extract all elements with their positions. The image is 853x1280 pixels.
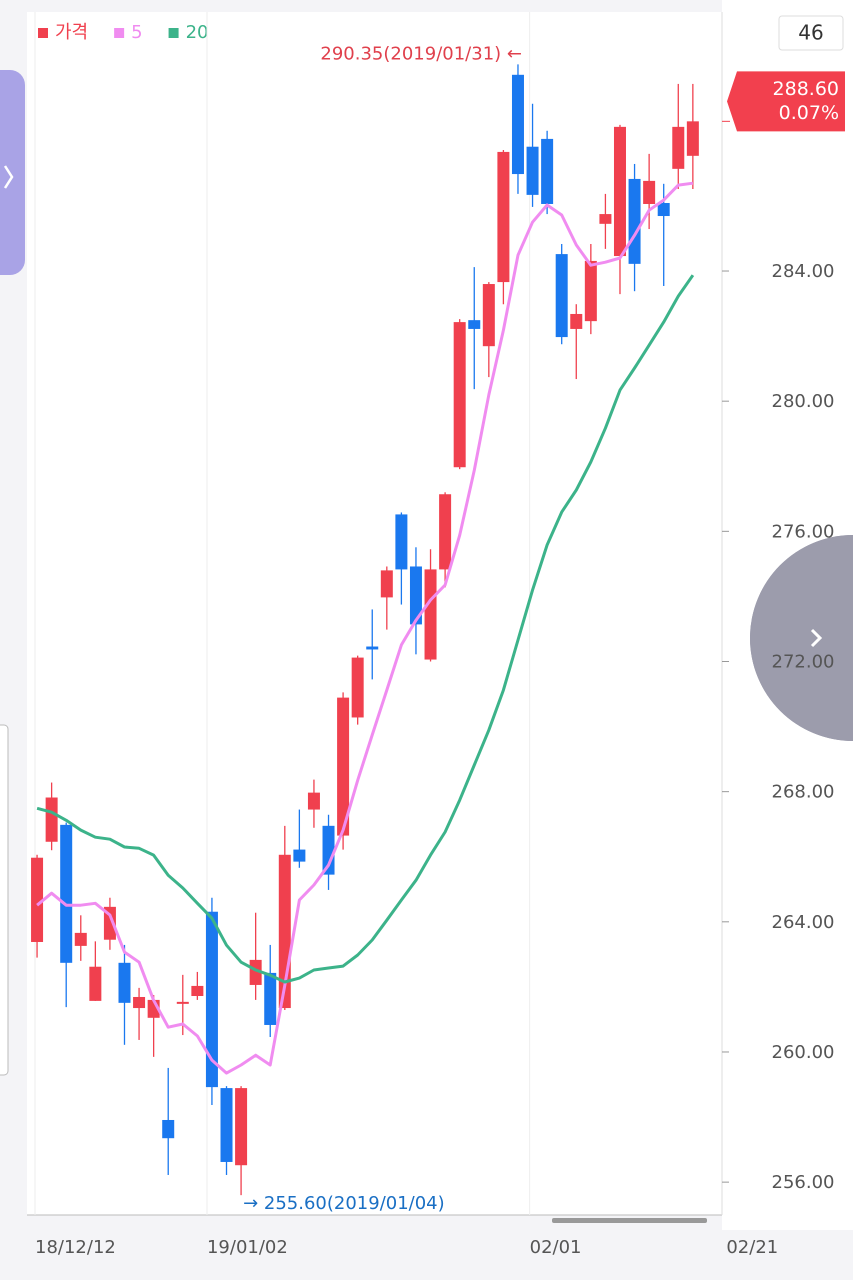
candle-body — [672, 126, 685, 169]
candle-body — [293, 849, 306, 862]
price-label: 288.60 — [773, 78, 839, 100]
candle-body — [409, 566, 422, 625]
legend-label: 가격 — [55, 22, 88, 43]
price-tag — [727, 71, 845, 132]
candle-body — [176, 1001, 189, 1004]
candle-body — [337, 697, 350, 836]
candle-body — [424, 569, 437, 660]
candle-body — [380, 570, 393, 598]
candle-body — [235, 1088, 248, 1166]
y-tick-label: 276.00 — [772, 521, 835, 542]
candle-body — [643, 180, 656, 204]
legend-label: 5 — [131, 22, 142, 43]
candle-body — [133, 996, 146, 1009]
candle-body — [613, 126, 626, 257]
candle-body — [511, 74, 524, 175]
y-tick-label: 280.00 — [772, 391, 835, 412]
candle-body — [526, 146, 539, 195]
ma-line — [36, 181, 694, 1075]
candle-count: 46 — [798, 21, 823, 45]
y-tick-label: 284.00 — [772, 261, 835, 282]
candle-body — [249, 959, 262, 985]
high-annotation: 290.35(2019/01/31) ← — [320, 43, 522, 64]
legend-swatch — [168, 28, 179, 38]
candle-body — [584, 260, 597, 322]
y-tick-label: 260.00 — [772, 1042, 835, 1063]
change-label: 0.07% — [779, 102, 839, 124]
count-box[interactable] — [778, 15, 844, 51]
y-tick-label: 264.00 — [772, 912, 835, 933]
candle-body — [482, 284, 495, 347]
x-tick-label: 18/12/12 — [35, 1237, 116, 1258]
candle-body — [264, 972, 277, 1025]
legend-swatch — [38, 28, 48, 38]
candle-body — [468, 320, 481, 329]
scrollbar[interactable] — [552, 1218, 707, 1223]
candle-body — [74, 932, 87, 946]
candle-body — [439, 494, 452, 570]
ma-line — [36, 274, 695, 984]
x-tick-label: 02/01 — [530, 1237, 582, 1258]
legend-label: 20 — [186, 22, 209, 43]
y-tick-label: 256.00 — [772, 1172, 835, 1193]
right-nav-circle[interactable] — [750, 535, 853, 741]
candle-body — [599, 214, 612, 224]
candle-body — [686, 121, 699, 156]
candle-body — [570, 313, 583, 329]
candle-body — [205, 911, 218, 1088]
candle-body — [366, 646, 379, 650]
y-tick-label: 272.00 — [772, 651, 835, 672]
candle-body — [162, 1119, 175, 1139]
candle-body — [497, 151, 510, 283]
candle-body — [453, 322, 466, 468]
candle-body — [103, 906, 116, 940]
candle-body — [60, 824, 73, 963]
candle-body — [31, 857, 44, 942]
candle-body — [555, 254, 568, 338]
candle-body — [628, 178, 641, 264]
y-tick-label: 268.00 — [772, 782, 835, 803]
candle-body — [45, 797, 58, 842]
candle-body — [220, 1088, 233, 1162]
candle-body — [118, 962, 131, 1003]
candle-body — [307, 792, 320, 810]
legend-swatch — [114, 28, 125, 38]
candle-body — [541, 138, 554, 204]
left-tab-arrow — [3, 165, 14, 189]
candle-body — [191, 985, 204, 997]
candle-body — [322, 825, 335, 875]
right-nav-arrow — [810, 628, 823, 648]
plot-area — [27, 12, 722, 1215]
x-tick-label: 19/01/02 — [207, 1237, 288, 1258]
legend: 가격 5 20 — [38, 22, 208, 43]
left-card-edge — [0, 724, 9, 1076]
candle-body — [395, 514, 408, 570]
low-annotation: → 255.60(2019/01/04) — [243, 1193, 445, 1214]
left-tab[interactable] — [0, 70, 25, 275]
candle-body — [351, 657, 364, 718]
x-tick-label: 02/21 — [726, 1237, 778, 1258]
candle-body — [657, 203, 670, 217]
candle-body — [89, 966, 102, 1001]
